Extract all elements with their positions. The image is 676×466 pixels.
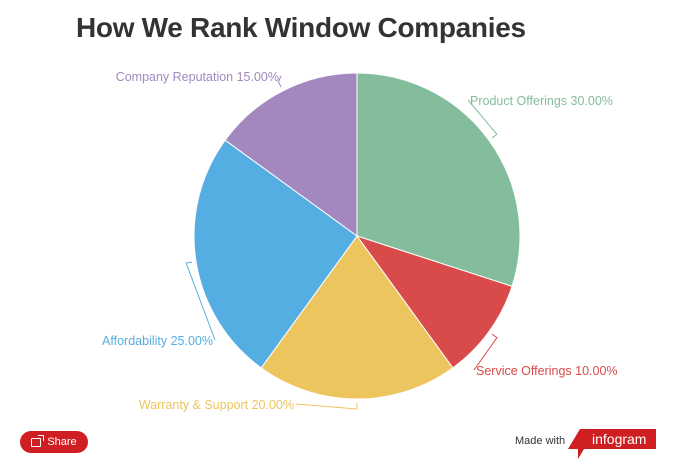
slice-label: Service Offerings 10.00% bbox=[476, 364, 618, 378]
leader-line bbox=[277, 75, 282, 88]
pie-slice-product-offerings[interactable] bbox=[356, 72, 521, 288]
slice-label: Affordability 25.00% bbox=[102, 334, 213, 348]
share-label: Share bbox=[47, 436, 77, 448]
share-button[interactable]: Share bbox=[20, 431, 88, 453]
leader-line bbox=[467, 99, 498, 139]
slice-label: Warranty & Support 20.00% bbox=[139, 398, 294, 412]
brand-label: infogram bbox=[592, 431, 647, 447]
pie-slice-service-offerings[interactable] bbox=[355, 235, 513, 369]
pie-slice-company-reputation[interactable] bbox=[224, 72, 358, 237]
made-with-text: Made with bbox=[515, 435, 566, 447]
slice-label: Company Reputation 15.00% bbox=[116, 70, 279, 84]
pie-slice-affordability[interactable] bbox=[193, 139, 358, 369]
infogram-logo[interactable] bbox=[568, 429, 656, 461]
leader-line bbox=[185, 261, 216, 341]
share-icon bbox=[31, 434, 45, 447]
leader-line bbox=[295, 403, 358, 410]
leader-line bbox=[473, 333, 498, 371]
chart-title: How We Rank Window Companies bbox=[76, 12, 526, 43]
pie-slice-warranty-support[interactable] bbox=[260, 235, 454, 400]
slice-label: Product Offerings 30.00% bbox=[470, 94, 613, 108]
